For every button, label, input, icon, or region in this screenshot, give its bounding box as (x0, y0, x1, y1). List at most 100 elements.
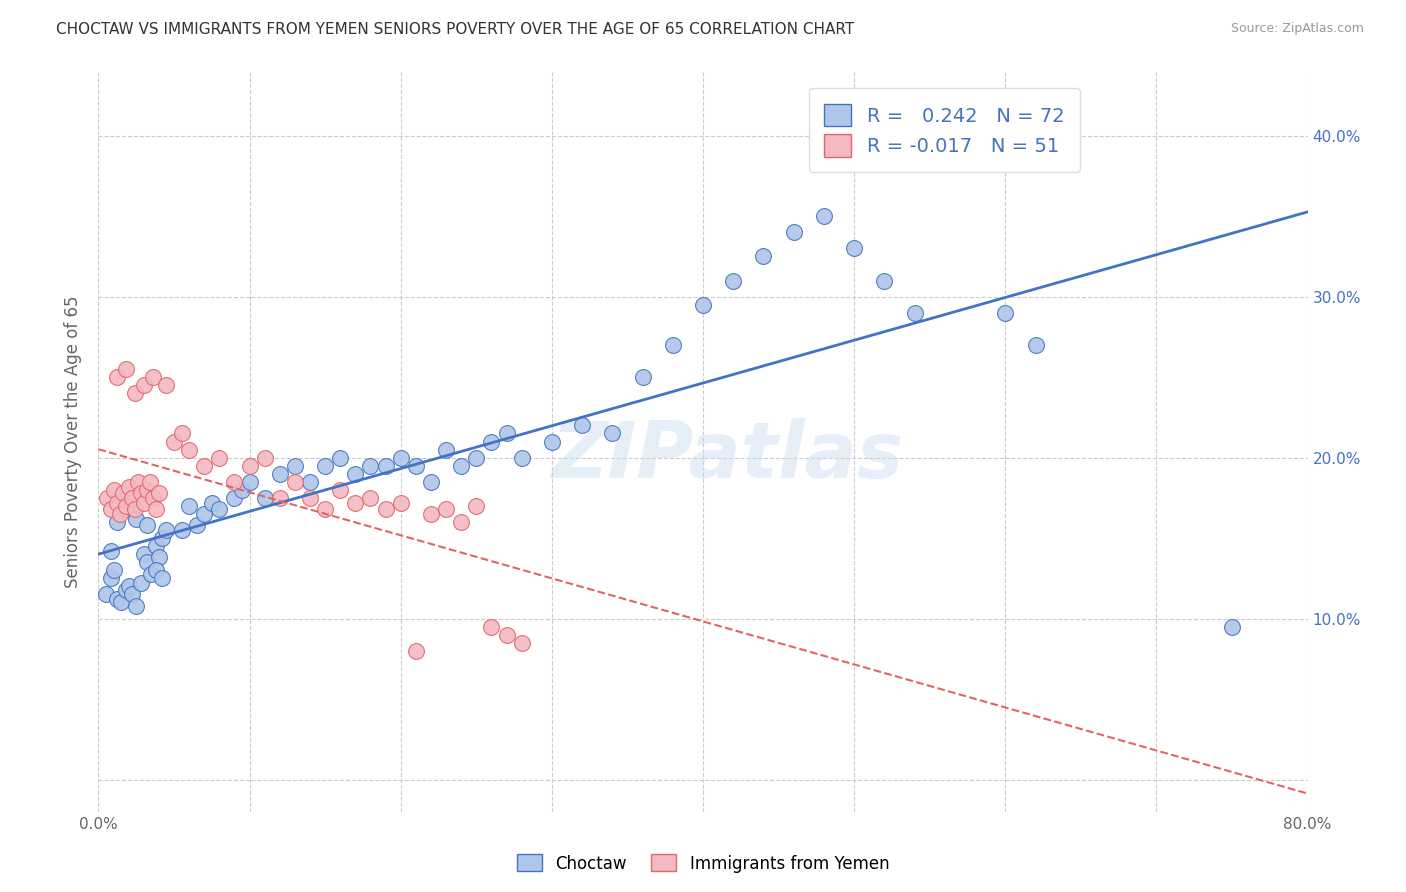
Point (434, 502, 457, 516)
Point (253, 491, 276, 505)
Point (783, 225, 806, 239)
Point (510, 450, 533, 465)
Point (145, 563, 167, 577)
Point (208, 502, 231, 516)
Point (179, 499, 201, 513)
Text: CHOCTAW VS IMMIGRANTS FROM YEMEN SENIORS POVERTY OVER THE AGE OF 65 CORRELATION : CHOCTAW VS IMMIGRANTS FROM YEMEN SENIORS… (56, 22, 855, 37)
Point (145, 539, 167, 553)
Point (284, 475, 307, 489)
Point (129, 486, 152, 500)
Point (111, 486, 134, 500)
Point (481, 619, 503, 633)
Point (127, 475, 149, 489)
Point (108, 507, 131, 521)
Point (224, 475, 246, 489)
Point (314, 458, 336, 473)
Point (150, 531, 173, 545)
Point (163, 434, 186, 449)
Point (118, 579, 141, 593)
Point (450, 515, 472, 529)
Point (179, 442, 201, 457)
Point (269, 467, 291, 481)
Point (239, 475, 262, 489)
Point (752, 250, 775, 264)
Point (299, 475, 322, 489)
Point (420, 507, 443, 521)
Point (481, 434, 503, 449)
Point (114, 499, 136, 513)
Point (360, 458, 382, 473)
Point (135, 555, 157, 569)
Point (631, 370, 654, 384)
Point (142, 491, 165, 505)
Point (1220, 619, 1243, 633)
Point (389, 496, 412, 510)
Point (224, 491, 246, 505)
Point (125, 512, 148, 526)
Point (105, 370, 128, 384)
Point (148, 486, 170, 500)
Point (661, 338, 683, 352)
Point (193, 458, 215, 473)
Point (150, 571, 173, 585)
Point (135, 518, 157, 533)
Point (132, 547, 155, 561)
Point (389, 450, 412, 465)
Point (201, 496, 224, 510)
Point (170, 523, 193, 537)
Point (148, 550, 170, 565)
Point (314, 502, 336, 516)
Text: Source: ZipAtlas.com: Source: ZipAtlas.com (1230, 22, 1364, 36)
Point (103, 563, 125, 577)
Point (231, 483, 253, 497)
Point (299, 491, 322, 505)
Point (813, 209, 835, 223)
Point (723, 274, 745, 288)
Point (284, 458, 307, 473)
Point (170, 426, 193, 441)
Point (132, 496, 155, 510)
Point (540, 434, 562, 449)
Point (904, 306, 927, 320)
Point (434, 442, 457, 457)
Point (105, 592, 128, 607)
Legend: Choctaw, Immigrants from Yemen: Choctaw, Immigrants from Yemen (510, 847, 896, 880)
Point (142, 370, 165, 384)
Point (344, 496, 367, 510)
Point (465, 499, 488, 513)
Point (125, 599, 148, 613)
Point (571, 418, 593, 433)
Point (100, 571, 122, 585)
Point (269, 491, 291, 505)
Point (253, 450, 276, 465)
Point (510, 636, 533, 650)
Point (145, 502, 167, 516)
Point (420, 475, 443, 489)
Legend: R =   0.242   N = 72, R = -0.017   N = 51: R = 0.242 N = 72, R = -0.017 N = 51 (808, 88, 1080, 172)
Point (873, 274, 896, 288)
Point (124, 386, 146, 401)
Point (329, 483, 352, 497)
Point (105, 496, 128, 510)
Point (239, 458, 262, 473)
Point (155, 378, 177, 392)
Point (1024, 338, 1046, 352)
Point (186, 518, 208, 533)
Point (118, 480, 141, 494)
Point (329, 450, 352, 465)
Point (374, 458, 396, 473)
Point (124, 502, 146, 516)
Point (105, 515, 128, 529)
Point (994, 306, 1017, 320)
Point (121, 587, 143, 601)
Y-axis label: Seniors Poverty Over the Age of 65: Seniors Poverty Over the Age of 65 (65, 295, 83, 588)
Point (103, 483, 125, 497)
Point (114, 582, 136, 597)
Point (405, 458, 427, 473)
Point (360, 491, 382, 505)
Point (132, 378, 155, 392)
Point (495, 426, 517, 441)
Point (193, 507, 215, 521)
Point (602, 426, 624, 441)
Point (114, 362, 136, 376)
